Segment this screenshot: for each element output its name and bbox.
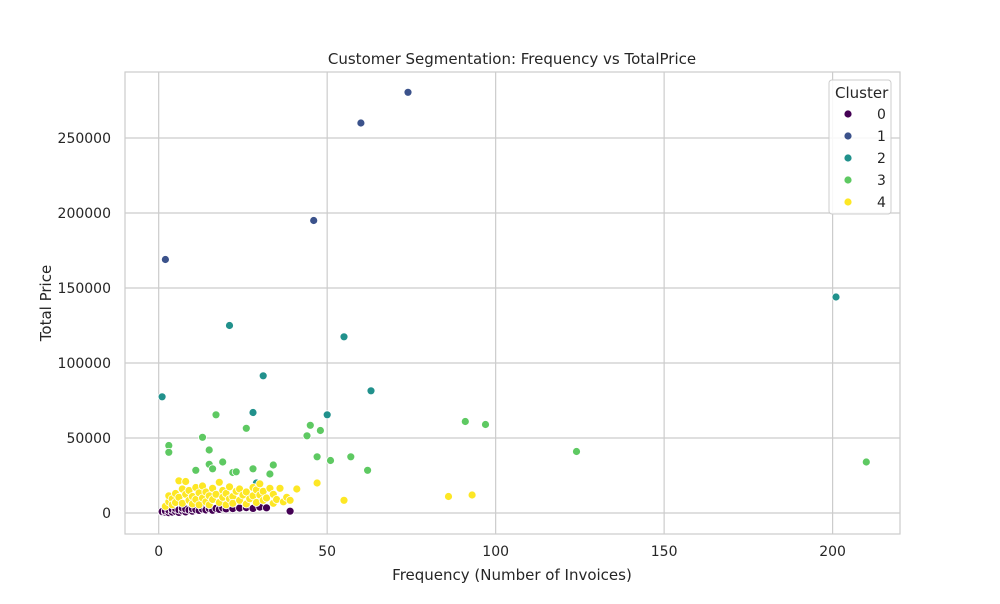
y-tick-label: 200000 bbox=[58, 206, 111, 222]
y-axis-label: Total Price bbox=[37, 265, 55, 342]
data-point-cluster-0 bbox=[285, 506, 295, 516]
data-point-cluster-3 bbox=[312, 452, 322, 462]
data-point-cluster-2 bbox=[339, 332, 349, 342]
data-point-cluster-4 bbox=[444, 492, 453, 501]
data-point-cluster-3 bbox=[211, 410, 221, 420]
x-tick-label: 150 bbox=[651, 544, 678, 560]
legend-label-2: 2 bbox=[877, 151, 886, 167]
data-point-cluster-4 bbox=[214, 477, 224, 487]
data-point-cluster-3 bbox=[208, 464, 218, 474]
data-point-cluster-1 bbox=[309, 216, 319, 225]
data-point-cluster-0 bbox=[262, 503, 271, 513]
data-point-cluster-4 bbox=[275, 483, 285, 493]
y-tick-label: 100000 bbox=[58, 356, 111, 372]
tick-labels: 0 50 100 150 200 0 50000 100000 150000 200000 2500… bbox=[58, 131, 846, 560]
legend-marker-4 bbox=[843, 197, 853, 207]
y-tick-label: 50000 bbox=[66, 431, 111, 447]
data-point-cluster-4 bbox=[255, 479, 265, 489]
chart-title: Customer Segmentation: Frequency vs Tota… bbox=[328, 50, 696, 68]
data-point-cluster-3 bbox=[861, 457, 871, 467]
x-tick-label: 100 bbox=[482, 544, 509, 560]
data-point-cluster-2 bbox=[157, 392, 167, 402]
data-point-cluster-2 bbox=[258, 371, 268, 381]
data-point-cluster-3 bbox=[346, 452, 356, 462]
x-axis-label: Frequency (Number of Invoices) bbox=[392, 566, 632, 584]
data-point-cluster-3 bbox=[204, 445, 214, 455]
y-tick-label: 150000 bbox=[58, 281, 111, 297]
data-point-cluster-3 bbox=[191, 465, 201, 475]
data-point-cluster-3 bbox=[248, 464, 258, 474]
legend-items: 0 1 2 3 4 bbox=[843, 107, 886, 211]
y-tick-label: 250000 bbox=[58, 131, 111, 147]
data-point-cluster-4 bbox=[467, 490, 477, 500]
legend-marker-2 bbox=[843, 153, 853, 163]
legend-title: Cluster bbox=[835, 84, 889, 102]
data-point-cluster-4 bbox=[225, 482, 234, 492]
data-point-cluster-3 bbox=[481, 420, 490, 429]
data-point-cluster-3 bbox=[241, 423, 251, 433]
data-point-cluster-1 bbox=[403, 87, 413, 97]
data-point-cluster-3 bbox=[268, 460, 278, 470]
data-point-cluster-2 bbox=[366, 386, 376, 396]
legend-marker-0 bbox=[843, 109, 853, 119]
data-point-cluster-3 bbox=[302, 431, 312, 441]
grid bbox=[125, 72, 900, 534]
data-point-cluster-4 bbox=[312, 478, 322, 488]
x-tick-label: 200 bbox=[819, 544, 846, 560]
data-point-cluster-2 bbox=[225, 321, 234, 330]
data-point-cluster-4 bbox=[285, 495, 295, 505]
data-point-cluster-2 bbox=[322, 410, 332, 420]
data-point-cluster-3 bbox=[198, 432, 207, 442]
data-point-cluster-3 bbox=[231, 467, 241, 477]
data-point-cluster-2 bbox=[831, 292, 841, 302]
data-point-cluster-3 bbox=[305, 420, 315, 430]
data-point-cluster-1 bbox=[356, 118, 366, 128]
legend-label-0: 0 bbox=[877, 107, 886, 123]
data-point-cluster-4 bbox=[262, 493, 271, 503]
data-point-cluster-2 bbox=[248, 408, 258, 417]
legend-marker-3 bbox=[843, 175, 853, 185]
data-point-cluster-4 bbox=[241, 487, 251, 497]
x-tick-label: 0 bbox=[154, 544, 163, 560]
data-point-cluster-3 bbox=[218, 457, 228, 467]
data-point-cluster-3 bbox=[326, 456, 335, 465]
legend-marker-1 bbox=[843, 131, 853, 141]
data-point-cluster-4 bbox=[292, 484, 302, 494]
data-point-cluster-3 bbox=[572, 447, 581, 456]
x-tick-label: 50 bbox=[318, 544, 336, 560]
data-point-cluster-1 bbox=[160, 255, 170, 264]
data-points bbox=[157, 87, 871, 518]
legend-label-4: 4 bbox=[877, 195, 886, 211]
data-point-cluster-3 bbox=[265, 469, 275, 479]
data-point-cluster-4 bbox=[339, 495, 349, 505]
data-point-cluster-4 bbox=[181, 477, 191, 486]
data-point-cluster-3 bbox=[363, 465, 373, 475]
data-point-cluster-3 bbox=[315, 426, 325, 435]
legend: Cluster 0 1 2 3 4 bbox=[828, 79, 892, 215]
plot-frame bbox=[124, 71, 901, 535]
data-point-cluster-3 bbox=[164, 447, 174, 457]
data-point-cluster-3 bbox=[460, 417, 470, 426]
legend-label-3: 3 bbox=[877, 173, 886, 189]
legend-label-1: 1 bbox=[877, 129, 886, 145]
y-tick-label: 0 bbox=[102, 506, 111, 522]
